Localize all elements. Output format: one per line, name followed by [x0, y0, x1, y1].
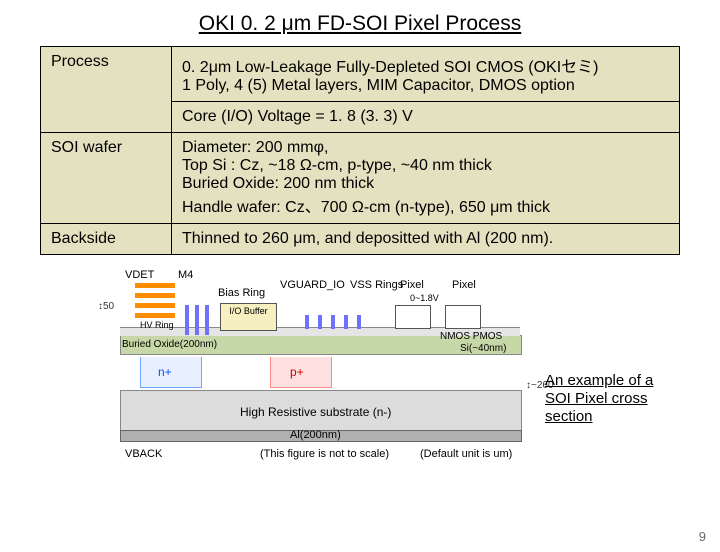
spec-table: Process 0. 2μm Low-Leakage Fully-Deplete…	[40, 46, 680, 255]
label-buried-oxide: Buried Oxide(200nm)	[122, 339, 217, 350]
cell-process-label: Process	[41, 47, 172, 133]
label-vss-rings: VSS Rings	[350, 279, 403, 291]
label-pixel: Pixel	[400, 279, 424, 291]
cell-wafer-val: Diameter: 200 mmφ, Top Si : Cz, ~18 Ω-cm…	[172, 133, 680, 224]
label-vguard: VGUARD_IO	[280, 279, 345, 291]
cell-process-val2: Core (I/O) Voltage = 1. 8 (3. 3) V	[172, 102, 680, 133]
cell-wafer-label: SOI wafer	[41, 133, 172, 224]
page-number: 9	[699, 529, 706, 544]
cross-section-diagram: I/O Buffer VDET M4 Bias Ring HV Ring Bur…	[40, 265, 680, 465]
label-nmos-pmos: NMOS PMOS	[440, 331, 502, 342]
label-hv-ring: HV Ring	[140, 320, 174, 330]
vss-ring-tick	[318, 315, 322, 329]
vss-ring-tick	[305, 315, 309, 329]
label-voltage: 0~1.8V	[410, 293, 439, 303]
pixel-block	[395, 305, 431, 329]
cell-backside-label: Backside	[41, 224, 172, 255]
caption: An example of a SOI Pixel cross section	[545, 372, 695, 426]
metal-layer	[135, 303, 175, 308]
label-vback: VBACK	[125, 448, 162, 460]
metal-layer	[135, 313, 175, 318]
io-buffer-block: I/O Buffer	[220, 303, 277, 331]
cell-backside-val: Thinned to 260 μm, and depositted with A…	[172, 224, 680, 255]
label-substrate: High Resistive substrate (n-)	[240, 405, 391, 419]
label-al: Al(200nm)	[290, 429, 341, 441]
metal-layer	[135, 283, 175, 288]
label-pixel2: Pixel	[452, 279, 476, 291]
hv-ring-via	[185, 305, 189, 335]
cell-process-val1: 0. 2μm Low-Leakage Fully-Depleted SOI CM…	[172, 47, 680, 102]
vss-ring-tick	[331, 315, 335, 329]
label-vdet: VDET	[125, 269, 154, 281]
label-nplus: n+	[158, 365, 172, 379]
label-note: (This figure is not to scale)	[260, 448, 389, 460]
vss-ring-tick	[344, 315, 348, 329]
hv-ring-via	[205, 305, 209, 335]
metal-layer	[135, 293, 175, 298]
pixel-block	[445, 305, 481, 329]
label-m4: M4	[178, 269, 193, 281]
hv-ring-via	[195, 305, 199, 335]
label-bias-ring: Bias Ring	[218, 287, 265, 299]
caption-line1: An example of a	[545, 372, 653, 389]
vss-ring-tick	[357, 315, 361, 329]
caption-line2: SOI Pixel cross	[545, 390, 648, 407]
dim-50: ↕50	[98, 301, 114, 312]
label-pplus: p+	[290, 365, 304, 379]
label-si-thick: Si(~40nm)	[460, 343, 506, 354]
page-title: OKI 0. 2 μm FD-SOI Pixel Process	[0, 12, 720, 36]
label-default-unit: (Default unit is um)	[420, 448, 512, 460]
caption-line3: section	[545, 408, 593, 425]
